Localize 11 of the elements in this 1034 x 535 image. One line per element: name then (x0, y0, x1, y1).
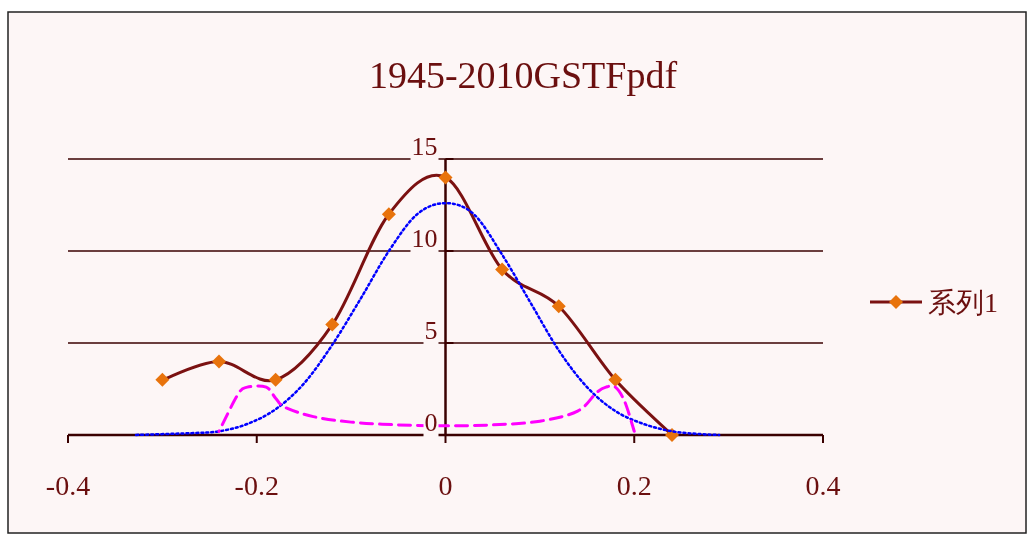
y-tick-label: 5 (424, 316, 438, 345)
y-tick-label: 10 (411, 224, 438, 253)
legend-label: 系列1 (928, 287, 998, 318)
x-tick-label: -0.2 (234, 470, 279, 501)
y-tick-label: 0 (424, 408, 438, 437)
chart-title: 1945-2010GSTFpdf (368, 54, 678, 96)
x-tick-label: 0.2 (616, 470, 652, 501)
legend-item: 系列1 (870, 287, 998, 318)
y-tick-label: 15 (411, 132, 438, 161)
x-tick-label: -0.4 (45, 470, 91, 501)
x-tick-label: 0.4 (805, 470, 841, 501)
